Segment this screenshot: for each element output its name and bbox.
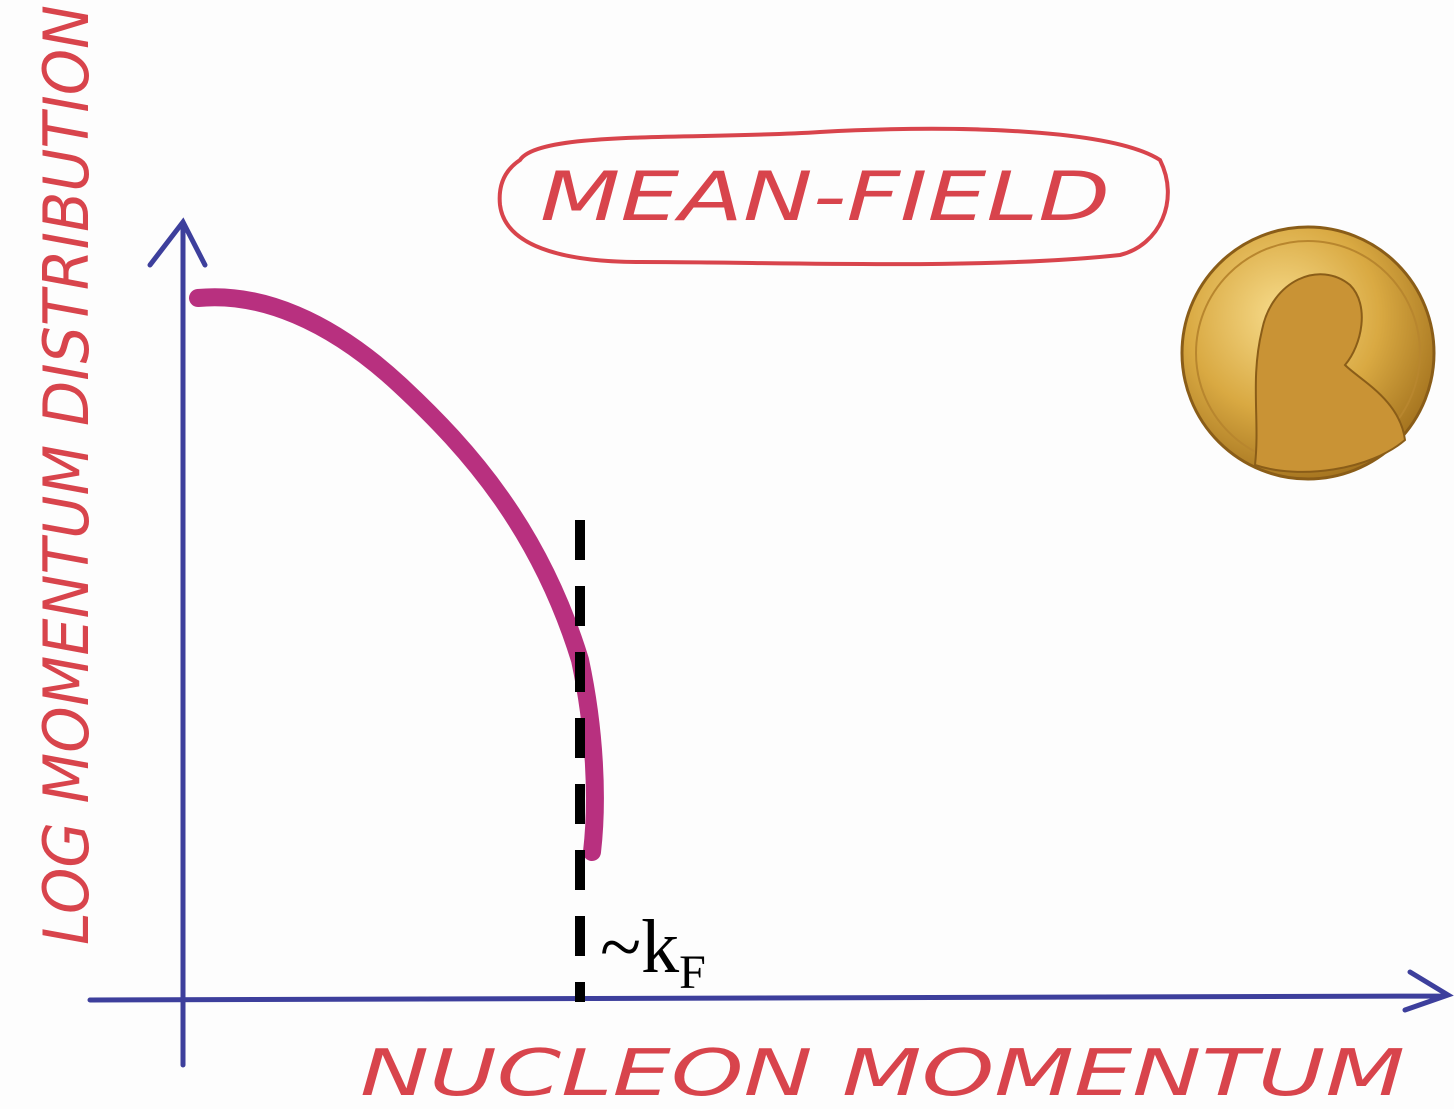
- title-cloud: [497, 126, 1170, 267]
- title: MEAN-FIELD: [540, 158, 1110, 237]
- x-axis: [87, 969, 1454, 1013]
- fermi-subscript: F: [679, 946, 706, 999]
- x-axis-label: NUCLEON MOMENTUM: [360, 1037, 1405, 1109]
- fermi-symbol: ~k: [600, 905, 679, 989]
- distribution-curve: [189, 288, 604, 861]
- y-axis-label: LOG MOMENTUM DISTRIBUTION: [30, 5, 103, 945]
- fermi-label: ~kF: [600, 905, 706, 999]
- y-axis: [147, 217, 208, 1068]
- nobel-medal: [1180, 225, 1436, 481]
